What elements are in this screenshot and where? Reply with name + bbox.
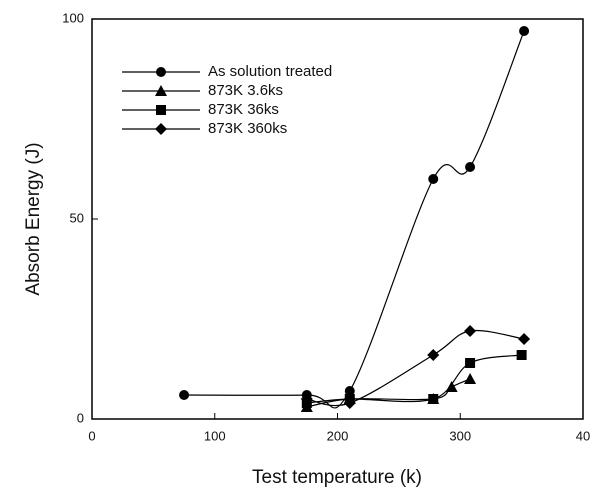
marker (518, 333, 531, 345)
legend-text: 873K 3.6ks (208, 82, 283, 99)
marker (465, 358, 476, 368)
marker (179, 390, 190, 400)
x-tick-label: 300 (449, 428, 471, 443)
x-tick-label: 100 (204, 428, 226, 443)
series-line (306, 354, 522, 404)
plot-frame (91, 18, 584, 420)
marker (464, 325, 477, 337)
series-line (184, 30, 525, 409)
marker (156, 105, 166, 115)
y-tick-label: 100 (62, 10, 84, 25)
marker (516, 350, 527, 360)
series-line (306, 329, 525, 407)
marker (156, 67, 166, 77)
x-axis-title: Test temperature (k) (252, 467, 422, 488)
marker (465, 162, 476, 172)
marker (464, 373, 477, 384)
marker (300, 393, 313, 405)
x-tick-label: 0 (88, 428, 95, 443)
marker (427, 349, 440, 361)
marker (519, 26, 530, 36)
x-tick-label: 40 (576, 428, 590, 443)
x-tick-label: 200 (327, 428, 349, 443)
marker (343, 397, 356, 409)
marker (428, 394, 439, 404)
legend-text: 873K 36ks (208, 101, 279, 118)
marker (155, 85, 167, 96)
y-tick-label: 50 (70, 210, 84, 225)
legend-text: As solution treated (208, 63, 332, 80)
marker (428, 174, 439, 184)
y-tick-label: 0 (77, 410, 84, 425)
marker (155, 123, 167, 135)
legend-text: 873K 360ks (208, 120, 287, 137)
marker (344, 386, 355, 396)
y-axis-title: Absorb Energy (J) (23, 142, 44, 295)
